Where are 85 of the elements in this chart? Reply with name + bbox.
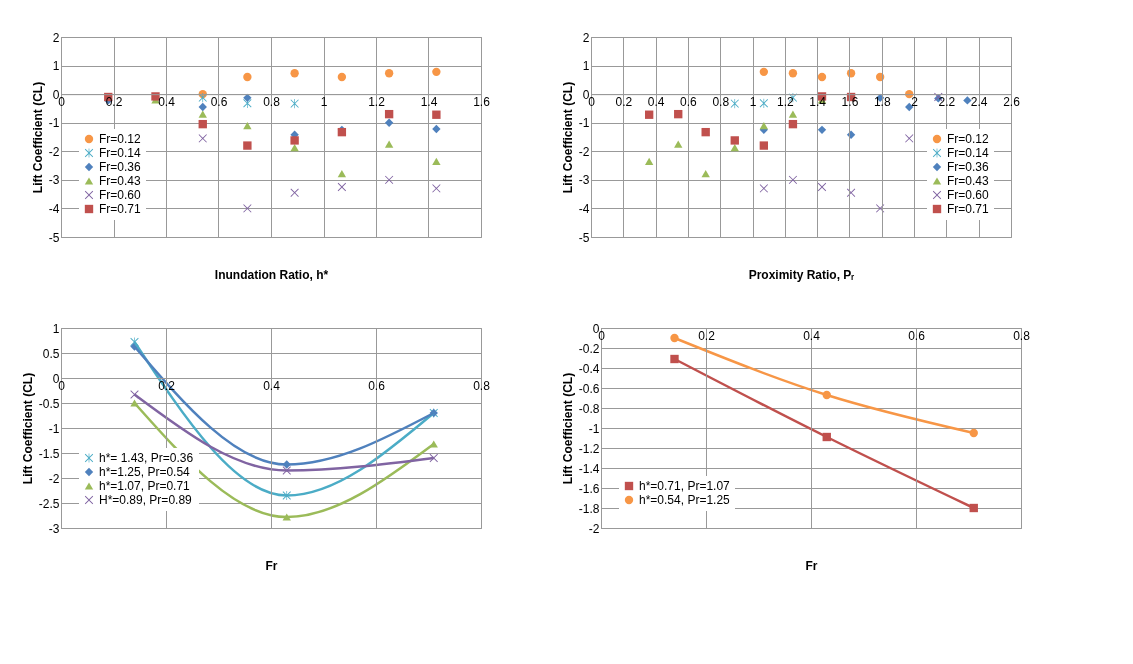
legend-label: h*=0.54, Pr=1.25 (639, 493, 731, 507)
x-tick-label: 0.4 (803, 328, 821, 343)
x-axis-title: Proximity Ratio, Pᵣ (748, 267, 855, 282)
x-tick-label: 1.4 (809, 94, 827, 109)
y-tick-label: -0.8 (578, 401, 600, 416)
y-tick-label: -4 (578, 201, 590, 216)
legend-label: h*=1.07, Pr=0.71 (99, 479, 191, 493)
x-axis-title: Fr (265, 558, 278, 573)
x-tick-label: 1.6 (473, 94, 491, 109)
x-tick-label: 1.8 (873, 94, 891, 109)
legend-label: h*=1.25, Pr=0.54 (99, 465, 191, 479)
x-tick-label: 0.6 (368, 378, 386, 393)
x-tick-label: 0.8 (712, 94, 730, 109)
legend-label: H*=0.89, Pr=0.89 (99, 493, 193, 507)
y-tick-label: 1 (52, 59, 60, 74)
y-tick-label: -0.6 (578, 381, 600, 396)
legend-label: Fr=0.12 (99, 132, 142, 146)
y-tick-label: -1 (48, 421, 60, 436)
y-tick-label: -1.4 (578, 461, 600, 476)
y-tick-label: -2.5 (38, 496, 60, 511)
x-axis-title: Inundation Ratio, h* (214, 267, 329, 282)
y-tick-label: 0.5 (42, 346, 60, 361)
x-tick-label: 0.8 (473, 378, 491, 393)
y-axis-title: Lift Coefficient (CL) (30, 81, 45, 194)
x-tick-label: 1.2 (368, 94, 386, 109)
y-tick-label: -2 (588, 521, 600, 536)
x-tick-label: 0.6 (210, 94, 228, 109)
x-tick-label: 2.4 (970, 94, 988, 109)
y-tick-label: -4 (48, 201, 60, 216)
legend-label: Fr=0.43 (99, 174, 142, 188)
x-tick-label: 2.6 (1003, 94, 1021, 109)
x-axis-title: Fr (805, 558, 818, 573)
x-tick-label: 0.4 (263, 378, 281, 393)
y-axis-title: Lift Coefficient (CL) (560, 372, 575, 485)
x-tick-label: 0.8 (1013, 328, 1031, 343)
x-tick-label: 0.4 (158, 94, 176, 109)
x-tick-label: 1 (320, 94, 328, 109)
x-tick-label: 1.2 (777, 94, 795, 109)
y-axis-title: Lift Coefficient (CL) (560, 81, 575, 194)
legend-label: Fr=0.36 (947, 160, 990, 174)
y-tick-label: -3 (48, 521, 60, 536)
legend-label: Fr=0.36 (99, 160, 142, 174)
legend-label: Fr=0.14 (99, 146, 142, 160)
y-tick-label: -3 (578, 173, 590, 188)
y-tick-label: -1.2 (578, 441, 600, 456)
y-tick-label: -5 (48, 230, 60, 245)
y-tick-label: 1 (582, 59, 590, 74)
x-tick-label: 0.6 (908, 328, 926, 343)
legend-label: Fr=0.12 (947, 132, 990, 146)
y-tick-label: -1.5 (38, 446, 60, 461)
legend-label: h*=0.71, Pr=1.07 (639, 479, 731, 493)
y-tick-label: -1 (588, 421, 600, 436)
y-axis-title: Lift Coefficient (CL) (20, 372, 35, 485)
y-tick-label: -3 (48, 173, 60, 188)
y-tick-label: -2 (48, 144, 60, 159)
y-tick-label: -1.8 (578, 501, 600, 516)
y-tick-label: -2 (48, 471, 60, 486)
x-tick-label: 0.4 (647, 94, 665, 109)
x-tick-label: 0.2 (615, 94, 633, 109)
x-tick-label: 0.8 (263, 94, 281, 109)
y-tick-label: -1 (578, 116, 590, 131)
x-tick-label: 0.2 (105, 94, 123, 109)
y-tick-label: -5 (578, 230, 590, 245)
y-tick-label: -2 (578, 144, 590, 159)
x-tick-label: 1.6 (841, 94, 859, 109)
y-tick-label: -0.2 (578, 341, 600, 356)
x-tick-label: 0.6 (680, 94, 698, 109)
y-tick-label: -0.4 (578, 361, 600, 376)
legend-label: Fr=0.71 (947, 202, 990, 216)
x-tick-label: 2.2 (938, 94, 956, 109)
legend-label: Fr=0.71 (99, 202, 142, 216)
y-tick-label: -1.6 (578, 481, 600, 496)
legend-label: Fr=0.60 (99, 188, 142, 202)
x-tick-label: 0.2 (698, 328, 716, 343)
x-tick-label: 1.4 (420, 94, 438, 109)
legend-label: h*= 1.43, Pr=0.36 (99, 451, 194, 465)
y-tick-label: -1 (48, 116, 60, 131)
legend-label: Fr=0.60 (947, 188, 990, 202)
legend-label: Fr=0.14 (947, 146, 990, 160)
y-tick-label: 2 (52, 30, 60, 45)
y-tick-label: -0.5 (38, 396, 60, 411)
legend-label: Fr=0.43 (947, 174, 990, 188)
x-tick-label: 1 (749, 94, 757, 109)
y-tick-label: 2 (582, 30, 590, 45)
x-tick-label: 2 (911, 94, 919, 109)
